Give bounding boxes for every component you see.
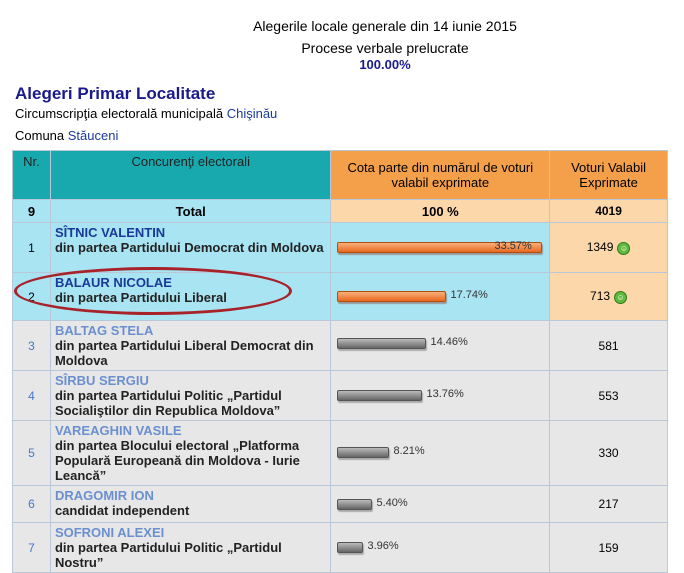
share-pct-label: 3.96%: [367, 540, 399, 552]
smiley-icon: ☺: [614, 290, 628, 304]
votes-value: 581: [598, 338, 619, 353]
commune-link[interactable]: Stăuceni: [67, 128, 119, 143]
district-link[interactable]: Chişinău: [226, 106, 278, 121]
share-cell: 14.46%: [330, 320, 551, 371]
district-line: Circumscripţia electorală municipală Chi…: [15, 106, 277, 121]
share-cell: 13.76%: [330, 370, 551, 421]
votes-cell: 159: [549, 522, 668, 573]
votes-cell: 581: [549, 320, 668, 371]
share-bar: [337, 338, 427, 349]
table-row: 6 DRAGOMIR ION candidat independent 5.40% 21…: [12, 485, 668, 523]
candidate-name-link[interactable]: SÎTNIC VALENTIN: [54, 225, 166, 240]
share-bar: [337, 499, 373, 510]
row-nr: 1: [12, 222, 51, 273]
candidate-name-link[interactable]: SOFRONI ALEXEI: [54, 525, 165, 540]
header-nr: Nr.: [12, 150, 51, 200]
candidate-party: din partea Blocului electoral „Platforma…: [54, 438, 300, 483]
candidate-name-link[interactable]: SÎRBU SERGIU: [54, 373, 149, 388]
votes-cell: 553: [549, 370, 668, 421]
candidate-party: din partea Partidului Democrat din Moldo…: [54, 240, 324, 255]
smiley-icon: ☺: [617, 241, 631, 255]
header-share: Cota parte din numărul de voturi valabil…: [330, 150, 551, 200]
candidate-name-link[interactable]: BALTAG STELA: [54, 323, 154, 338]
share-bar: [337, 542, 364, 553]
share-pct-label: 8.21%: [393, 445, 425, 457]
page-title: Alegerile locale generale din 14 iunie 2…: [253, 18, 517, 34]
candidate-party: din partea Partidului Politic „Partidul …: [54, 540, 282, 570]
share-bar: [337, 291, 447, 302]
candidate-cell: SÎTNIC VALENTIN din partea Partidului Dem…: [49, 222, 332, 273]
row-nr: 6: [12, 485, 51, 523]
share-cell: 8.21%: [330, 420, 551, 486]
share-cell: 3.96%: [330, 522, 551, 573]
table-header-row: Nr. Concurenţi electorali Cota parte din…: [12, 150, 668, 200]
total-row: 9 Total 100 % 4019: [12, 199, 668, 223]
table-row: 4 SÎRBU SERGIU din partea Partidului Polit…: [12, 370, 668, 421]
candidate-party: candidat independent: [54, 503, 190, 518]
total-votes: 4019: [549, 199, 668, 223]
candidate-name-link[interactable]: DRAGOMIR ION: [54, 488, 154, 503]
votes-cell: 330: [549, 420, 668, 486]
votes-value: 330: [598, 446, 619, 460]
candidate-name-link[interactable]: BALAUR NICOLAE: [54, 275, 172, 290]
total-share: 100 %: [330, 199, 551, 223]
district-label: Circumscripţia electorală municipală: [15, 106, 224, 121]
share-pct-label: 13.76%: [426, 388, 464, 400]
row-nr: 3: [12, 320, 51, 371]
table-row: 5 VAREAGHIN VASILE din partea Blocului ele…: [12, 420, 668, 486]
header-votes: Voturi Valabil Exprimate: [549, 150, 668, 200]
header-candidates: Concurenţi electorali: [49, 150, 332, 200]
share-bar: [337, 390, 423, 401]
votes-cell: 217: [549, 485, 668, 523]
votes-value: 217: [598, 497, 619, 511]
table-row: 1 SÎTNIC VALENTIN din partea Partidului De…: [12, 222, 668, 273]
row-nr: 2: [12, 272, 51, 321]
table-row: 3 BALTAG STELA din partea Partidului Liber…: [12, 320, 668, 371]
table-row: 2 BALAUR NICOLAE din partea Partidului Lib…: [12, 272, 668, 321]
candidate-cell: BALTAG STELA din partea Partidului Libera…: [49, 320, 332, 371]
results-table: Nr. Concurenţi electorali Cota parte din…: [12, 150, 668, 573]
candidate-cell: BALAUR NICOLAE din partea Partidului Libe…: [49, 272, 332, 321]
commune-label: Comuna: [15, 128, 65, 143]
share-pct-label: 5.40%: [376, 497, 408, 509]
row-nr: 5: [12, 420, 51, 486]
row-nr: 4: [12, 370, 51, 421]
votes-value: 713: [590, 289, 611, 304]
page-subtitle: Procese verbale prelucrate: [301, 40, 469, 56]
total-nr: 9: [12, 199, 51, 223]
share-bar: [337, 242, 543, 253]
row-nr: 7: [12, 522, 51, 573]
candidate-cell: VAREAGHIN VASILE din partea Blocului elec…: [49, 420, 332, 486]
share-cell: 5.40%: [330, 485, 551, 523]
commune-line: Comuna Stăuceni: [15, 128, 118, 143]
candidate-cell: DRAGOMIR ION candidat independent: [49, 485, 332, 523]
share-cell: 33.57%: [330, 222, 551, 273]
processed-percentage: 100.00%: [359, 57, 411, 72]
votes-value: 1349: [586, 240, 614, 255]
votes-cell: 713 ☺: [549, 272, 668, 321]
candidate-party: din partea Partidului Liberal: [54, 290, 227, 305]
share-pct-label: 14.46%: [430, 336, 468, 348]
candidate-party: din partea Partidului Politic „Partidul …: [54, 388, 282, 418]
total-label: Total: [49, 199, 332, 223]
candidate-cell: SOFRONI ALEXEI din partea Partidului Poli…: [49, 522, 332, 573]
share-bar: [337, 447, 390, 458]
section-title: Alegeri Primar Localitate: [15, 84, 216, 103]
table-row: 7 SOFRONI ALEXEI din partea Partidului Pol…: [12, 522, 668, 573]
share-cell: 17.74%: [330, 272, 551, 321]
votes-value: 159: [598, 540, 619, 555]
votes-cell: 1349 ☺: [549, 222, 668, 273]
candidate-party: din partea Partidului Liberal Democrat d…: [54, 338, 314, 368]
candidate-name-link[interactable]: VAREAGHIN VASILE: [54, 423, 182, 438]
share-pct-label: 17.74%: [450, 289, 488, 301]
votes-value: 553: [598, 388, 619, 403]
candidate-cell: SÎRBU SERGIU din partea Partidului Politi…: [49, 370, 332, 421]
share-pct-label: 33.57%: [494, 240, 532, 252]
